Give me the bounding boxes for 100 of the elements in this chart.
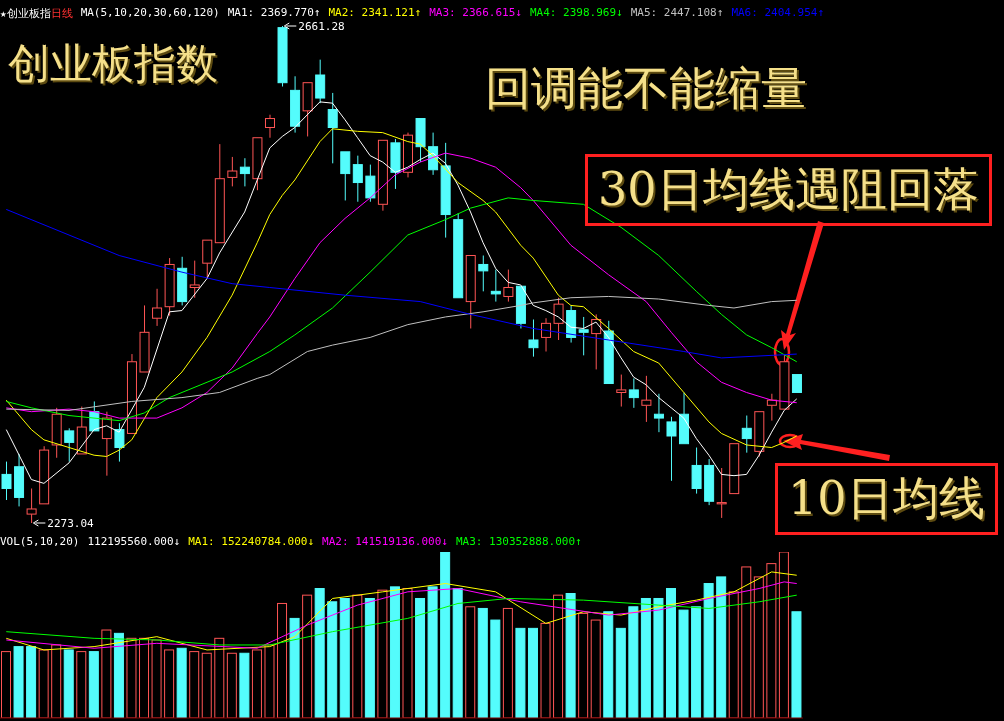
candlestick <box>729 443 740 495</box>
bar <box>402 588 413 718</box>
chart-title: 创业板指数 <box>8 38 218 90</box>
bar <box>151 639 162 718</box>
candlestick <box>239 157 250 187</box>
bar <box>113 632 124 718</box>
candlestick <box>214 143 225 244</box>
bar <box>678 609 689 718</box>
text: MA4 <box>529 6 550 19</box>
bar <box>578 612 589 718</box>
text: MA2 <box>328 6 349 19</box>
candlestick <box>766 393 777 422</box>
bar <box>377 589 388 718</box>
bar <box>277 602 288 718</box>
candlestick <box>465 255 476 329</box>
bar <box>302 594 313 718</box>
bar <box>766 563 777 718</box>
candlestick <box>1 461 12 501</box>
candlestick <box>515 285 526 329</box>
candlestick <box>566 304 577 344</box>
bar <box>201 652 212 718</box>
candlestick <box>704 458 715 506</box>
bar <box>753 576 764 718</box>
bar <box>515 627 526 718</box>
bar <box>239 652 250 718</box>
text: : 2341.121↑ <box>348 6 422 19</box>
candlestick <box>528 319 539 358</box>
bar <box>214 637 225 718</box>
bar <box>565 593 576 718</box>
bar <box>477 607 488 718</box>
bar <box>51 644 62 718</box>
bar <box>665 588 676 718</box>
candlestick <box>679 391 690 445</box>
bar <box>26 646 37 718</box>
bar <box>126 637 137 718</box>
text: MA3 <box>455 535 476 548</box>
bar <box>251 649 262 718</box>
bar <box>653 597 664 718</box>
bar <box>189 651 200 718</box>
annotation: 2273.04 <box>47 517 95 530</box>
bar <box>364 597 375 718</box>
bar <box>490 619 501 718</box>
text: : 130352888.000↑ <box>475 535 582 548</box>
bar <box>540 622 551 718</box>
bar <box>339 597 350 718</box>
candlestick <box>126 353 137 434</box>
candlestick <box>340 151 351 201</box>
candlestick <box>541 317 552 353</box>
bar <box>101 629 112 718</box>
bar <box>440 552 451 718</box>
text: : 2366.615↓ <box>449 6 522 19</box>
text: : 152240784.000↓ <box>208 535 315 548</box>
legend-title: MA(5,10,20,30,60,120) <box>80 6 220 21</box>
bar <box>716 576 727 718</box>
candlestick <box>302 82 313 137</box>
text: MA5 <box>630 6 651 19</box>
text: : 141519136.000↓ <box>341 535 448 548</box>
bar <box>289 617 300 718</box>
text: 日线 <box>50 7 73 20</box>
candlestick <box>277 26 288 88</box>
bar <box>628 606 639 718</box>
bar <box>741 566 752 718</box>
bar <box>389 586 400 718</box>
candlestick <box>139 304 150 373</box>
text: : 2447.108↑ <box>650 6 724 19</box>
bar <box>502 607 513 718</box>
candlestick <box>264 114 275 139</box>
candlestick <box>14 453 25 507</box>
text: MA2 <box>322 535 342 548</box>
candlestick <box>628 377 639 409</box>
text: MA1 <box>227 6 248 19</box>
candlestick <box>653 393 664 433</box>
bar <box>791 611 802 718</box>
bar <box>778 552 789 718</box>
candlestick <box>716 467 727 519</box>
text: : 2398.969↓ <box>549 6 623 19</box>
bar <box>603 611 614 718</box>
candlestick <box>641 375 652 423</box>
text: : 2404.954↑ <box>751 6 825 19</box>
bar <box>264 644 275 718</box>
bar <box>38 649 49 718</box>
bar <box>590 619 601 718</box>
legend-title: VOL(5,10,20) <box>0 535 80 548</box>
text: MA3 <box>429 6 450 19</box>
bar <box>728 591 739 718</box>
bar <box>139 637 150 718</box>
bar <box>63 649 74 718</box>
bar <box>226 652 237 718</box>
annotation: 10日均线 <box>775 463 998 535</box>
candlestick <box>26 487 37 523</box>
bar <box>327 601 338 718</box>
bar <box>615 627 626 718</box>
bar <box>465 606 476 718</box>
text: 回调能不能缩量 <box>485 60 807 117</box>
bar <box>415 597 426 718</box>
bar <box>703 583 714 718</box>
text: 112195560.000↓ <box>87 535 181 548</box>
candlestick <box>290 75 301 134</box>
bar <box>314 588 325 718</box>
bar <box>164 649 175 718</box>
